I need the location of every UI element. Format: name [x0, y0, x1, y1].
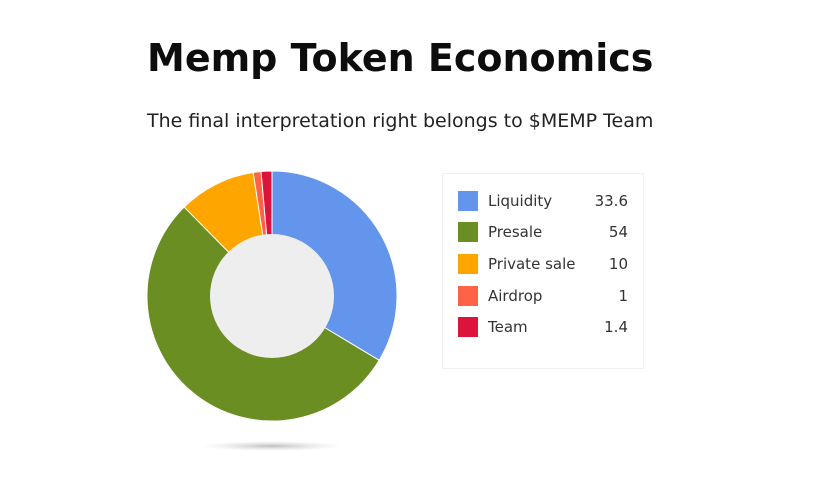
legend-swatch	[458, 317, 478, 337]
legend-value: 1.4	[604, 318, 628, 336]
legend-label: Airdrop	[488, 287, 543, 305]
legend-value: 1	[618, 287, 628, 305]
donut-hole	[210, 234, 334, 358]
legend-swatch	[458, 286, 478, 306]
legend-swatch	[458, 222, 478, 242]
chart-subtitle: The final interpretation right belongs t…	[147, 110, 654, 132]
legend-value: 33.6	[594, 192, 628, 210]
legend-value: 10	[608, 255, 628, 273]
legend-item[interactable]: Team 1.4	[458, 316, 628, 338]
legend-item[interactable]: Airdrop 1	[458, 285, 628, 307]
legend-label: Presale	[488, 223, 543, 241]
chart-shadow	[202, 441, 342, 451]
legend-label: Team	[488, 318, 528, 336]
chart-title: Memp Token Economics	[147, 36, 654, 80]
legend-swatch	[458, 191, 478, 211]
legend-item[interactable]: Liquidity 33.6	[458, 190, 628, 212]
legend-label: Private sale	[488, 255, 576, 273]
legend: Liquidity 33.6 Presale 54 Private sale 1…	[442, 173, 644, 369]
legend-swatch	[458, 254, 478, 274]
legend-value: 54	[608, 223, 628, 241]
legend-item[interactable]: Private sale 10	[458, 253, 628, 275]
legend-item[interactable]: Presale 54	[458, 221, 628, 243]
legend-label: Liquidity	[488, 192, 553, 210]
